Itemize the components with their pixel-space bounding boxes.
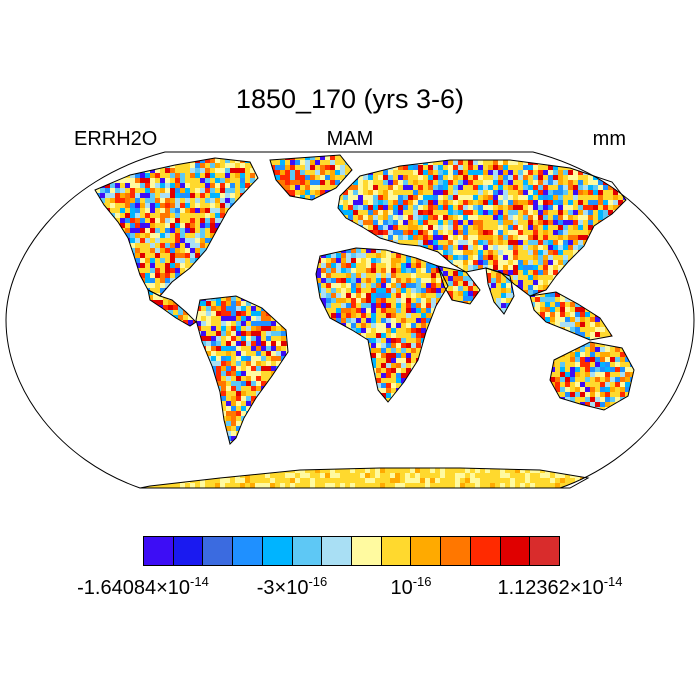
land-central-america xyxy=(148,290,196,326)
colorbar-label-low: -3×10-16 xyxy=(256,574,328,599)
coastlines xyxy=(94,154,635,489)
colorbar-swatch xyxy=(203,537,234,565)
coastline-africa xyxy=(315,247,449,403)
units-label: mm xyxy=(592,128,626,150)
coastline-arabia xyxy=(437,265,481,305)
coastline-southeast-asia xyxy=(529,291,613,341)
land-africa xyxy=(316,248,448,402)
colorbar-swatch xyxy=(292,537,323,565)
land-data-layer xyxy=(95,155,634,488)
variable-label: ERRH2O xyxy=(74,128,158,150)
colorbar-swatch xyxy=(441,537,471,565)
coastline-india xyxy=(485,267,515,315)
land-antarctica xyxy=(140,468,588,488)
coastline-australia xyxy=(549,341,635,411)
colorbar-swatch xyxy=(381,537,412,565)
coastline-europe-asia xyxy=(337,159,627,297)
coastline-central-america xyxy=(147,289,197,327)
colorbar-swatch xyxy=(470,537,501,565)
colorbar-swatch xyxy=(500,537,531,565)
map-title: 1850_170 (yrs 3-6) xyxy=(235,84,465,114)
coastline-north-america xyxy=(94,157,259,297)
colorbar-swatch xyxy=(262,537,293,565)
colorbar-swatch xyxy=(233,537,263,565)
season-label: MAM xyxy=(326,128,374,150)
colorbar-swatch xyxy=(352,537,382,565)
map-border xyxy=(5,151,695,489)
land-southeast-asia xyxy=(530,292,612,340)
colorbar-swatch xyxy=(144,537,174,565)
colorbar-swatch xyxy=(322,537,353,565)
colorbar-label-mid: 10-16 xyxy=(390,574,432,599)
colorbar-swatch xyxy=(530,537,560,565)
colorbar-swatch xyxy=(411,537,442,565)
colorbar-label-min: -1.64084×10-14 xyxy=(77,574,209,599)
land-australia xyxy=(550,342,634,410)
colorbar xyxy=(143,536,560,566)
colorbar-swatch xyxy=(173,537,204,565)
land-arabia xyxy=(438,266,480,304)
land-south-america xyxy=(196,296,288,444)
coastline-greenland xyxy=(269,154,353,201)
colorbar-label-max: 1.12362×10-14 xyxy=(497,574,623,599)
coastline-south-america xyxy=(195,295,289,445)
